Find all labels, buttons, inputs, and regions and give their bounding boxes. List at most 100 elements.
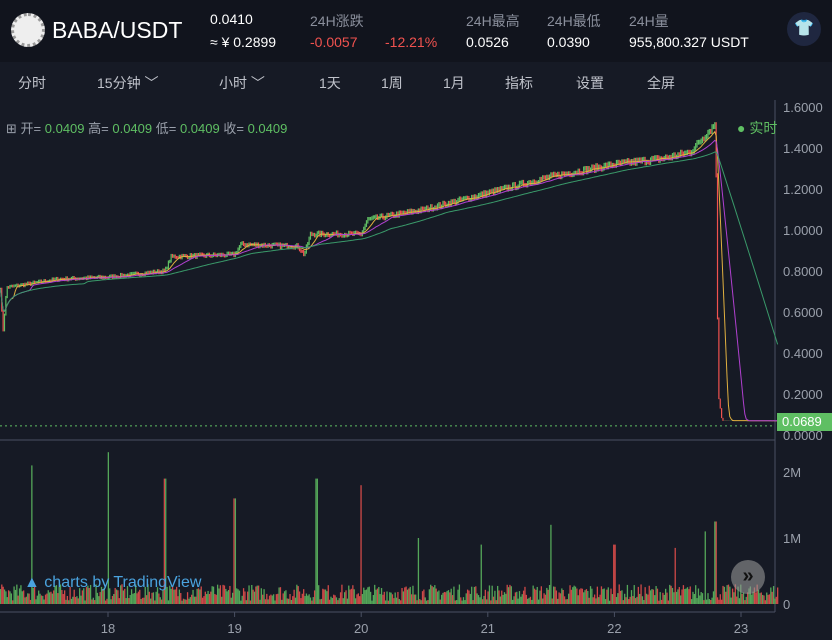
- volume-bar: [0, 589, 2, 604]
- volume-bar: [595, 598, 597, 604]
- indicators-button[interactable]: 指标: [505, 75, 533, 91]
- volume-bar: [469, 593, 471, 604]
- volume-bar: [572, 587, 574, 604]
- volume-bar: [79, 588, 81, 604]
- volume-bar: [3, 589, 6, 604]
- volume-bar: [413, 594, 415, 604]
- volume-bar: [307, 595, 309, 604]
- volume-bar: [141, 597, 144, 604]
- volume-bar: [113, 594, 115, 604]
- volume-bar: [550, 524, 552, 604]
- volume-bar: [192, 589, 194, 604]
- volume-bar: [166, 586, 168, 604]
- volume-bar: [447, 590, 450, 604]
- tab-label: 小时: [219, 75, 247, 91]
- low-value: 0.0390: [547, 34, 590, 50]
- volume-bar: [46, 593, 48, 604]
- volume-bar: [61, 589, 63, 604]
- volume-bar: [13, 586, 15, 604]
- volume-bar: [375, 589, 377, 604]
- volume-bar: [630, 590, 633, 604]
- fullscreen-button[interactable]: 全屏: [647, 75, 675, 91]
- volume-bar: [566, 599, 568, 604]
- volume-bar: [749, 586, 751, 604]
- volume-bar: [73, 589, 75, 604]
- volume-bar: [28, 593, 30, 604]
- volume-bar: [513, 596, 515, 604]
- volume-bar: [210, 591, 212, 604]
- volume-bar: [748, 588, 750, 604]
- tab-1week[interactable]: 1周: [381, 75, 403, 91]
- volume-bar: [255, 586, 257, 604]
- volume-bar: [151, 592, 153, 604]
- volume-bar: [648, 585, 650, 604]
- volume-bar: [435, 588, 437, 604]
- volume-bar: [266, 593, 268, 604]
- volume-bar: [599, 594, 601, 604]
- tab-timeshare[interactable]: 分时: [18, 75, 46, 91]
- volume-bar: [740, 584, 742, 604]
- volume-bar: [312, 597, 314, 604]
- volume-bar: [768, 594, 771, 604]
- volume-bar: [505, 593, 507, 604]
- volume-bar: [16, 584, 18, 604]
- volume-bar: [680, 595, 682, 604]
- volume-bar: [371, 600, 373, 604]
- tradingview-watermark[interactable]: ▲ charts by TradingView: [24, 574, 201, 592]
- expand-icon[interactable]: ⊞: [6, 121, 17, 136]
- volume-bar: [580, 588, 582, 604]
- volume-bar: [186, 592, 189, 604]
- volume-bar: [684, 589, 686, 604]
- volume-bar: [671, 587, 674, 604]
- volume-bar: [522, 590, 525, 604]
- close-value: 0.0409: [247, 121, 288, 136]
- tab-hour[interactable]: 小时 ﹀: [219, 73, 265, 93]
- volume-bar: [466, 589, 469, 604]
- volume-bar: [710, 599, 712, 604]
- shirt-icon[interactable]: 👕: [787, 12, 821, 46]
- volume-bar: [488, 585, 491, 604]
- volume-bar: [107, 452, 109, 604]
- tab-1month[interactable]: 1月: [443, 75, 465, 91]
- volume-bar: [625, 597, 627, 604]
- settings-button[interactable]: 设置: [576, 75, 604, 91]
- volume-bar: [499, 596, 502, 604]
- pair-title[interactable]: BABA/USDT: [52, 17, 183, 43]
- volume-bar: [152, 592, 155, 604]
- volume-bar: [584, 590, 586, 604]
- volume-bar: [581, 588, 583, 604]
- volume-bar: [484, 589, 487, 604]
- volume-bar: [196, 588, 198, 604]
- volume-bar: [63, 590, 66, 604]
- volume-bar: [766, 592, 768, 604]
- volume-bar: [20, 585, 22, 604]
- volume-bar: [614, 544, 616, 604]
- volume-bar: [714, 521, 716, 604]
- volume-bar: [148, 591, 150, 604]
- volume-bar: [670, 585, 672, 604]
- volume-bar: [715, 521, 717, 604]
- volume-bar: [405, 586, 407, 604]
- price-chart[interactable]: 1.6000 1.4000 1.2000 1.0000 0.8000 0.6000 0.40…: [0, 100, 832, 640]
- ticker-header: BABA/USDT 0.0410 ≈ ¥ 0.2899 24H涨跌 -0.005…: [0, 0, 832, 62]
- volume-bar: [365, 589, 368, 604]
- volume-bar: [434, 585, 436, 604]
- volume-bar: [591, 588, 593, 604]
- volume-bar: [688, 589, 690, 604]
- tab-1day[interactable]: 1天: [319, 75, 341, 91]
- scroll-to-realtime-button[interactable]: »: [731, 560, 765, 594]
- volume-bar: [319, 599, 321, 604]
- time-tick-label: 22: [607, 621, 621, 636]
- volume-bar: [692, 591, 694, 604]
- volume-bar: [275, 594, 278, 604]
- watermark-text: charts by TradingView: [44, 574, 202, 591]
- volume-bar: [380, 588, 383, 604]
- tab-15min[interactable]: 15分钟 ﹀: [97, 73, 158, 93]
- volume-bar: [496, 585, 499, 604]
- volume-bar: [540, 586, 543, 604]
- volume-bar: [158, 593, 160, 604]
- volume-bar: [503, 592, 506, 604]
- volume-bar: [227, 590, 230, 604]
- volume-bar: [83, 588, 85, 604]
- volume-bar: [618, 584, 620, 604]
